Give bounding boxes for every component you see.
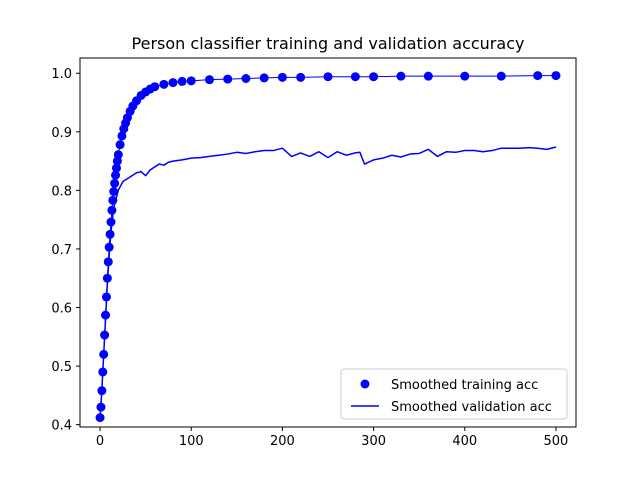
x-tick-label: 200 [270, 434, 295, 449]
y-tick-label: 0.7 [51, 243, 72, 258]
training-acc-point [551, 71, 561, 81]
training-acc-point [533, 71, 543, 81]
training-acc-point [369, 72, 379, 82]
training-acc-point [110, 178, 120, 188]
training-acc-point [111, 170, 121, 180]
training-acc-point [109, 187, 119, 197]
x-tick-label: 500 [544, 434, 569, 449]
training-acc-point [241, 74, 251, 83]
training-acc-point [204, 75, 214, 85]
axes-frame [79, 57, 577, 428]
y-tick-label: 0.9 [51, 126, 72, 141]
training-acc-point [177, 76, 187, 86]
y-tick-label: 0.5 [51, 360, 72, 375]
training-acc-point [496, 71, 506, 81]
training-acc-point [106, 217, 116, 227]
legend-label-training: Smoothed training acc [391, 378, 538, 393]
training-acc-point [277, 72, 287, 82]
training-acc-point [111, 163, 121, 173]
training-acc-point [186, 76, 196, 86]
training-acc-point [259, 73, 269, 83]
x-tick-label: 100 [179, 434, 204, 449]
training-acc-point [296, 72, 306, 82]
training-acc-point [117, 131, 127, 141]
training-acc-point [323, 72, 333, 82]
y-tick-label: 1.0 [51, 67, 72, 82]
legend: Smoothed training acc Smoothed validatio… [340, 368, 568, 420]
x-tick-label: 300 [361, 434, 386, 449]
chart-title: Person classifier training and validatio… [132, 34, 525, 53]
training-acc-point [423, 71, 433, 81]
training-acc-point [460, 71, 470, 81]
training-acc-point [150, 82, 160, 92]
training-acc-point [107, 205, 117, 215]
training-acc-point [115, 140, 125, 150]
training-acc-point [113, 150, 123, 160]
x-tick-label: 400 [452, 434, 477, 449]
training-acc-point [350, 72, 360, 82]
training-acc-point [223, 74, 233, 84]
y-tick-label: 0.6 [51, 302, 72, 317]
y-tick-label: 0.8 [51, 184, 72, 199]
validation-acc-line [99, 146, 557, 418]
ticks-layer: 0 100 200 300 400 500 0.4 0.5 0.6 0.7 0.8 0.9 1.0 [51, 67, 568, 449]
series-layer [95, 71, 561, 423]
training-acc-point [159, 79, 169, 89]
legend-box [340, 368, 568, 420]
legend-label-validation: Smoothed validation acc [391, 400, 552, 415]
y-tick-label: 0.4 [51, 419, 72, 434]
legend-marker-training [360, 379, 370, 389]
training-acc-point [396, 71, 406, 81]
training-acc-point [168, 78, 178, 88]
x-tick-label: 0 [96, 434, 104, 449]
